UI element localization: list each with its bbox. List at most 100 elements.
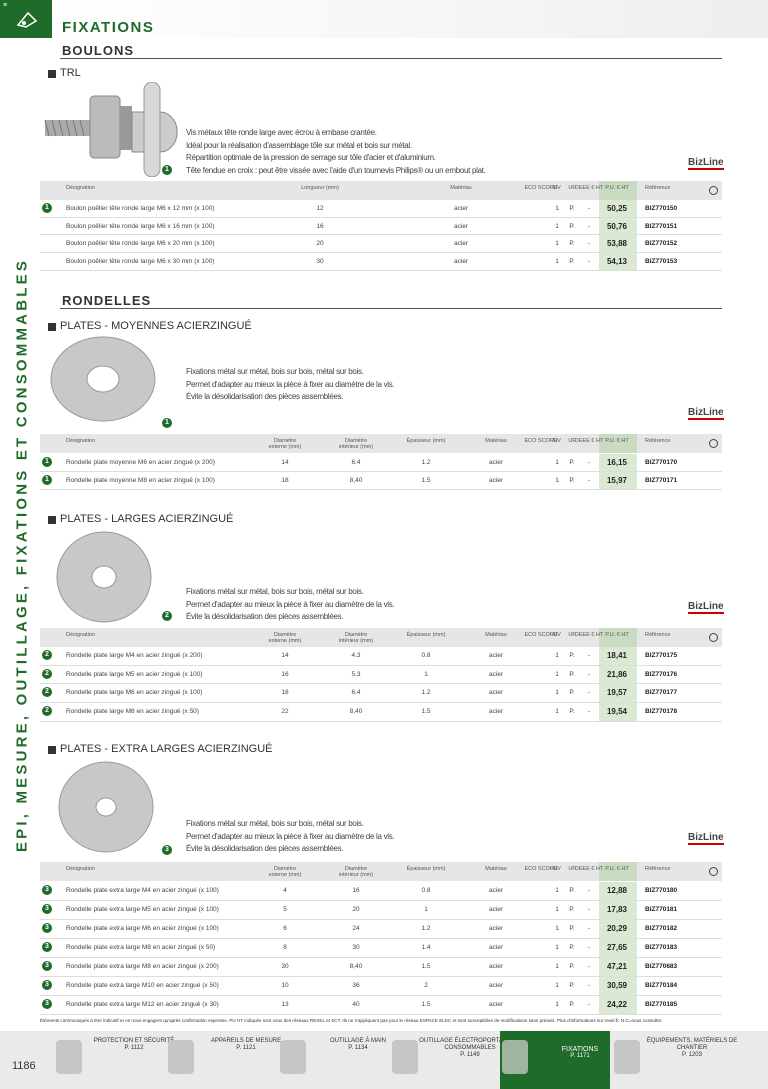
cell: 1 <box>424 906 428 913</box>
cell: - <box>587 205 591 212</box>
column-header: Référence <box>645 632 671 638</box>
row-badge: 3 <box>42 999 52 1009</box>
row-rule <box>40 702 722 704</box>
cell: 19,57 <box>606 688 628 698</box>
cell: acier <box>453 240 469 248</box>
cell: - <box>587 477 591 484</box>
header-tab: ≡ <box>0 0 52 38</box>
column-header: Matériau <box>450 185 472 191</box>
description-line: Permet d'adapter au mieux la pièce à fix… <box>186 599 395 609</box>
row-rule <box>40 216 722 218</box>
column-header: Épaisseur (mm) <box>406 438 446 444</box>
row-badge: 2 <box>42 668 52 679</box>
cell: acier <box>488 1001 504 1008</box>
cell: 4 <box>283 887 287 894</box>
price-cell <box>599 647 637 665</box>
nav-item[interactable]: OUTILLAGE À MAIN P. 1134 <box>304 1038 412 1052</box>
cell: P. <box>569 944 575 951</box>
row-rule <box>40 471 722 472</box>
cell: 30 <box>281 963 289 970</box>
cell: BIZ770181 <box>645 906 678 913</box>
row-rule <box>40 664 722 666</box>
cell: acier <box>488 652 504 659</box>
description-line: Évite la désolidarisation des pièces ass… <box>186 392 344 401</box>
cell: P. <box>569 982 575 989</box>
price-cell <box>599 235 637 253</box>
cell: BIZ770177 <box>645 689 678 697</box>
price-header-band <box>599 628 637 647</box>
column-header: Diamètre intérieur (mm) <box>338 438 374 450</box>
group-title: RONDELLES <box>62 293 152 308</box>
cell: 1.2 <box>421 925 431 932</box>
cell: 47,21 <box>606 962 628 971</box>
cell: Rondelle plate extra large M8 en acier z… <box>66 963 219 970</box>
bolt-image <box>44 82 178 177</box>
column-header: Matériau <box>485 438 507 444</box>
row-rule <box>40 683 722 685</box>
cell: acier <box>488 670 504 678</box>
table-header-band <box>40 628 722 647</box>
cell: 1 <box>555 887 559 894</box>
cell: 1 <box>555 925 559 932</box>
row-rule <box>40 995 722 996</box>
column-header: Diamètre externe (mm) <box>268 866 302 878</box>
cell: Rondelle plate extra large M4 en acier z… <box>66 887 219 894</box>
nav-item[interactable]: PROTECTION ET SÉCURITÉ P. 1112 <box>80 1038 188 1052</box>
group-rule <box>60 308 722 309</box>
cell: 1 <box>555 963 559 970</box>
description-line: Tête fendue en croix : peut être vissée … <box>186 165 486 175</box>
footer-note: Éléments communiqués à titre indicatif e… <box>40 1018 663 1023</box>
add-icon <box>709 439 718 448</box>
price-cell <box>599 882 637 900</box>
cell: Rondelle plate extra large M10 en acier … <box>66 982 219 989</box>
price-cell <box>599 996 637 1014</box>
column-header: P.U. € HT <box>605 438 629 444</box>
row-rule <box>40 234 722 236</box>
cell: 1.2 <box>421 689 431 697</box>
cell: acier <box>488 982 504 989</box>
cell: 1 <box>424 670 428 678</box>
nav-page: P. 1112 <box>124 1045 144 1051</box>
price-cell <box>599 703 637 721</box>
price-cell <box>599 253 637 270</box>
row-badge: 1 <box>42 203 52 213</box>
cell: Boulon poêlier tête ronde large M6 x 30 … <box>66 258 215 266</box>
cell: 24 <box>352 925 360 932</box>
tab-icon: ≡ <box>3 2 8 9</box>
cell: 1 <box>555 222 559 230</box>
cell: 12 <box>316 205 324 212</box>
footer-band <box>0 1031 768 1089</box>
cell: acier <box>488 887 504 894</box>
add-icon <box>709 633 718 642</box>
nav-item[interactable]: APPAREILS DE MESURE P. 1121 <box>192 1038 300 1052</box>
price-cell <box>599 901 637 919</box>
nav-page: P. 1134 <box>348 1045 368 1051</box>
cell: BIZ770183 <box>645 944 678 951</box>
square <box>48 746 56 754</box>
cell: - <box>587 708 591 716</box>
cell: 20 <box>316 240 324 248</box>
washer-image <box>58 761 154 853</box>
row-rule <box>40 252 722 254</box>
subtitle: PLATES - LARGES ACIERZINGUÉ <box>60 513 234 525</box>
cell: BIZ770178 <box>645 708 678 716</box>
nav-item[interactable]: ÉQUIPEMENTS, MATÉRIELS DE CHANTIER P. 120… <box>638 1038 746 1059</box>
cell: P. <box>569 670 575 678</box>
cell: 50,25 <box>606 204 628 213</box>
cell: 0.8 <box>421 887 431 894</box>
subtitle: TRL <box>60 67 81 79</box>
nav-item[interactable]: FIXATIONS P. 1171 <box>526 1046 634 1060</box>
subtitle: PLATES - EXTRA LARGES ACIERZINGUÉ <box>60 743 273 755</box>
cell: acier <box>488 963 504 970</box>
cell: 18 <box>281 689 289 697</box>
cell: BIZ770176 <box>645 670 678 678</box>
column-header: Épaisseur (mm) <box>406 866 446 872</box>
cell: 20 <box>352 906 360 913</box>
nav-item[interactable]: OUTILLAGE ÉLECTROPORTATIF ET CONSOMMABLE… <box>416 1038 524 1059</box>
cell: Rondelle plate extra large M5 en acier z… <box>66 906 219 913</box>
brand: BizLine <box>688 407 724 420</box>
row-badge: 1 <box>42 475 52 485</box>
cell: acier <box>488 906 504 913</box>
cell: - <box>587 240 591 248</box>
cell: - <box>587 459 591 466</box>
